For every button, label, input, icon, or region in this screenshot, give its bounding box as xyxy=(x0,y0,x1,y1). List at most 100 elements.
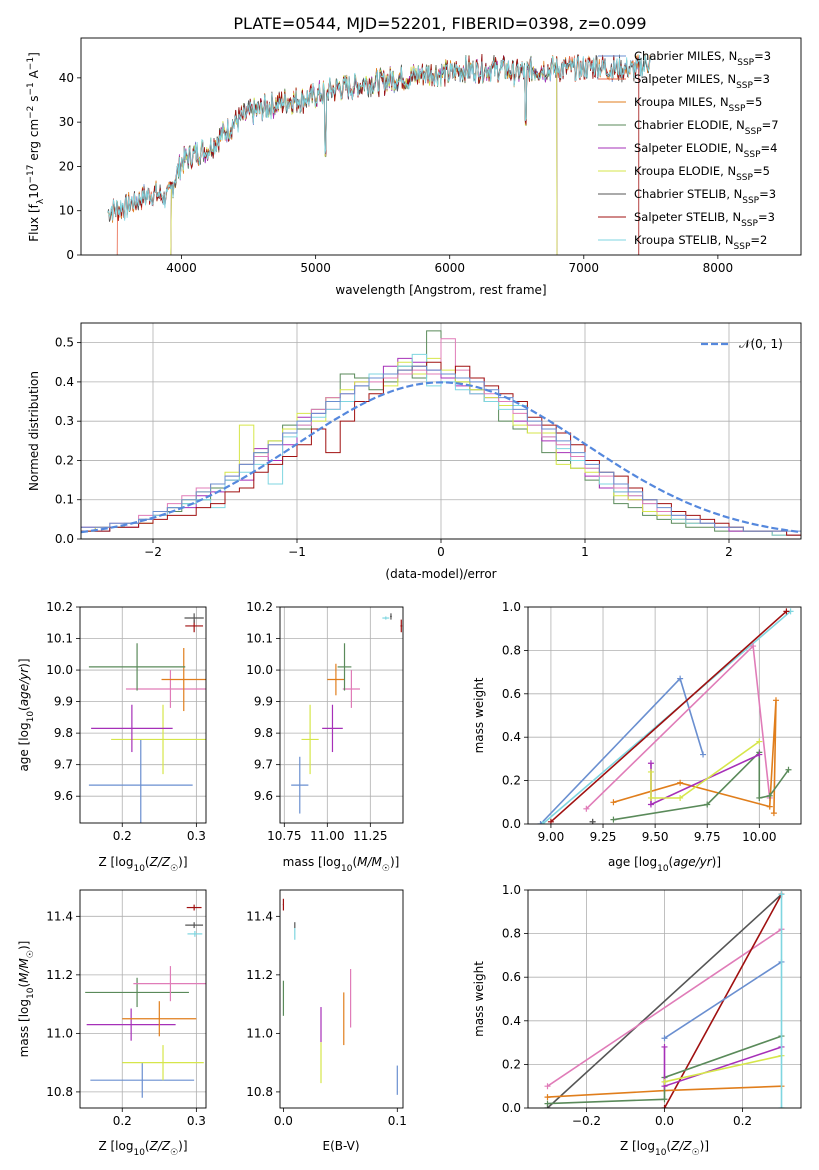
y-tick-label: 10.8 xyxy=(246,1085,273,1099)
y-tick-label: 9.8 xyxy=(254,726,273,740)
y-tick-label: 1.0 xyxy=(502,600,521,614)
weight-marker xyxy=(770,810,777,817)
x-axis-label: Z [log10(Z/Z☉)] xyxy=(98,855,187,874)
weight-marker xyxy=(661,1043,668,1050)
weight-marker xyxy=(647,801,654,808)
weight-marker xyxy=(539,821,546,824)
axes-frame xyxy=(80,37,802,256)
y-tick-label: 0.0 xyxy=(502,817,521,831)
weight-marker xyxy=(700,751,707,758)
axes-frame xyxy=(79,889,207,1109)
axes-frame xyxy=(80,322,802,540)
weight-marker xyxy=(772,697,779,704)
spectrum-panel: 4000 5000 6000 7000 8000 0 10 20 30 40 Chabrier MI… xyxy=(26,37,802,297)
weight-marker xyxy=(766,792,773,799)
age-vs-mass-panel: 10.75 11.00 11.25 9.6 9.7 9.8 9.9 10.0 10.1 10.2 m… xyxy=(246,600,404,874)
y-tick-label: 9.9 xyxy=(54,695,73,709)
figure-title: PLATE=0544, MJD=52201, FIBERID=0398, z=0… xyxy=(233,14,646,33)
weight-marker xyxy=(756,751,763,758)
y-tick-label: 20 xyxy=(59,159,74,173)
plot-area xyxy=(537,608,794,824)
y-axis-label: mass weight xyxy=(472,961,486,1037)
x-axis-label: (data-model)/error xyxy=(385,567,496,581)
y-tick-label: 0.0 xyxy=(502,1101,521,1115)
residuals-panel: −2 −1 0 1 2 0.0 0.1 0.2 0.3 0.4 0.5 𝒩(0, 1) (data-mo… xyxy=(27,322,802,581)
normal-curve xyxy=(81,381,801,534)
y-tick-label: 0 xyxy=(66,248,74,262)
legend-entry: Chabrier STELIB, NSSP=3 xyxy=(634,187,776,206)
weight-line xyxy=(663,894,783,1108)
x-tick-label: 7000 xyxy=(569,261,600,275)
legend-entry: 𝒩(0, 1) xyxy=(739,337,783,351)
axes-frame xyxy=(279,889,404,1109)
y-tick-label: 0.5 xyxy=(55,336,74,350)
legend-entry: Chabrier ELODIE, NSSP=7 xyxy=(634,118,779,137)
x-tick-label: −2 xyxy=(144,545,162,559)
x-tick-label: 2 xyxy=(725,545,733,559)
legend-entry: Kroupa STELIB, NSSP=2 xyxy=(634,233,767,252)
x-axis-label: age [log10(age/yr)] xyxy=(608,855,721,874)
weight-line xyxy=(547,928,782,1087)
y-tick-label: 9.7 xyxy=(54,758,73,772)
histogram-step xyxy=(81,365,801,532)
x-axis-label: E(B-V) xyxy=(322,1139,359,1153)
y-tick-label: 10.1 xyxy=(246,632,273,646)
x-tick-label: 0.2 xyxy=(113,829,132,843)
y-tick-label: 0.3 xyxy=(55,414,74,428)
weight-marker xyxy=(610,816,617,823)
weight-marker xyxy=(783,608,790,615)
legend-entry: Salpeter MILES, NSSP=3 xyxy=(634,72,770,91)
weight-line xyxy=(539,677,704,824)
weight-marker xyxy=(785,766,792,773)
spectrum-line xyxy=(107,54,652,221)
y-tick-label: 0.4 xyxy=(502,1014,521,1028)
axes-frame xyxy=(527,889,802,1109)
weight-line xyxy=(664,961,782,1039)
x-tick-label: 0.0 xyxy=(655,1114,674,1128)
x-tick-label: 0.1 xyxy=(388,1114,407,1128)
y-tick-label: 0.6 xyxy=(502,687,521,701)
y-tick-label: 11.2 xyxy=(46,968,73,982)
x-tick-label: −0.2 xyxy=(572,1114,601,1128)
weight-marker xyxy=(661,1096,668,1103)
weight-marker xyxy=(610,799,617,806)
y-tick-label: 0.2 xyxy=(502,1057,521,1071)
y-tick-label: 0.1 xyxy=(55,493,74,507)
weight-marker xyxy=(750,643,757,650)
x-tick-label: 8000 xyxy=(703,261,734,275)
x-tick-label: 5000 xyxy=(300,261,331,275)
plot-area xyxy=(291,613,403,814)
weight-line xyxy=(550,610,787,823)
x-tick-label: 11.00 xyxy=(310,829,344,843)
y-axis-label: mass weight xyxy=(472,677,486,753)
y-tick-label: 30 xyxy=(59,115,74,129)
y-tick-label: 0.8 xyxy=(502,643,521,657)
weight-marker xyxy=(544,1083,551,1090)
axes-frame xyxy=(79,606,207,824)
weight-marker xyxy=(647,760,654,767)
plot-area xyxy=(81,330,801,536)
y-tick-label: 0.8 xyxy=(502,927,521,941)
y-tick-label: 10.0 xyxy=(246,663,273,677)
weight-marker xyxy=(661,1035,668,1042)
weight-line xyxy=(663,1046,782,1088)
age-vs-Z-panel: 0.2 0.3 9.6 9.7 9.8 9.9 10.0 10.1 10.2 Z [log10(Z… xyxy=(17,600,207,874)
weight-marker xyxy=(756,794,763,801)
plot-area xyxy=(85,904,206,1098)
plot-area xyxy=(544,891,785,1108)
y-tick-label: 10.8 xyxy=(46,1085,73,1099)
legend-entry: Chabrier MILES, NSSP=3 xyxy=(634,49,771,68)
y-tick-label: 40 xyxy=(59,71,74,85)
plot-area xyxy=(282,898,398,1095)
weight-marker xyxy=(677,675,684,682)
axes-frame xyxy=(527,606,802,825)
y-tick-label: 11.2 xyxy=(246,968,273,982)
weight-marker xyxy=(647,794,654,801)
weight-marker xyxy=(677,794,684,801)
plot-area xyxy=(107,53,652,255)
weight-marker xyxy=(766,803,773,810)
weight-marker xyxy=(661,1078,668,1085)
x-tick-label: 9.50 xyxy=(642,830,669,844)
y-tick-label: 11.4 xyxy=(246,909,273,923)
